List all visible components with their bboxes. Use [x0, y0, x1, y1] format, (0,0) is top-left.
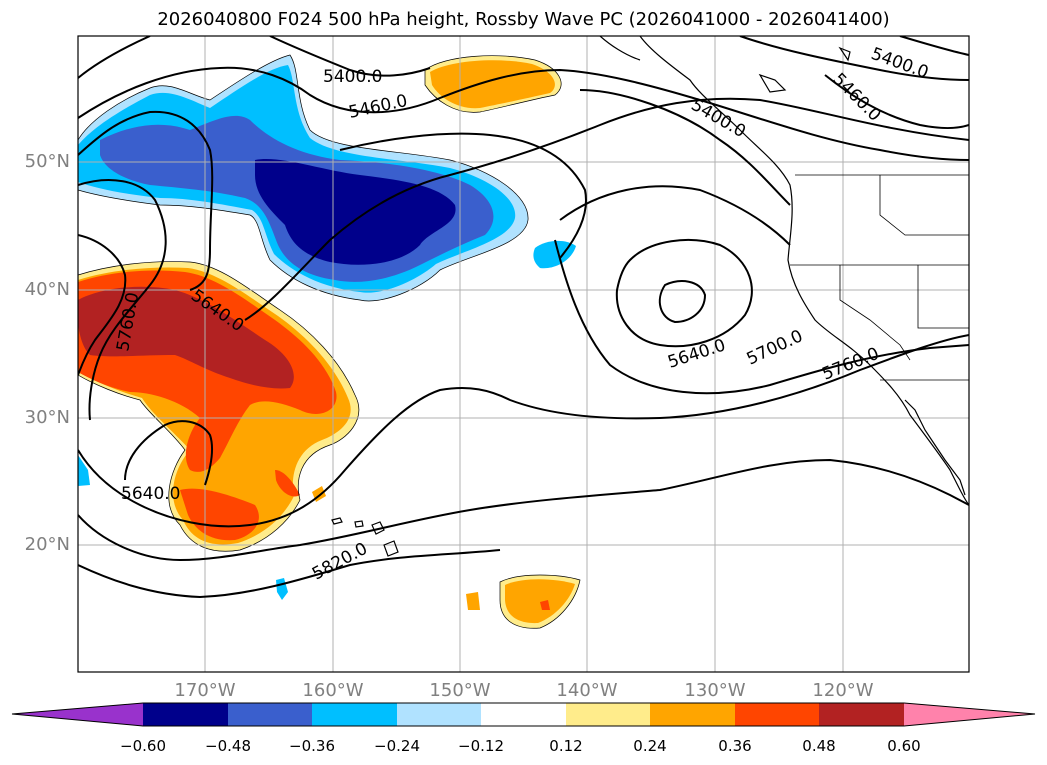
- lon-label: 130°W: [684, 680, 746, 701]
- lat-label: 50°N: [24, 151, 70, 172]
- lat-label: 20°N: [24, 534, 70, 555]
- colorbar-bin: [566, 703, 651, 726]
- colorbar-tick-label: 0.48: [802, 737, 836, 755]
- lat-label: 30°N: [24, 407, 70, 428]
- colorbar-bin: [228, 703, 313, 726]
- colorbar-bin: [819, 703, 904, 726]
- lon-label: 120°W: [812, 680, 874, 701]
- political-borders: [790, 174, 969, 381]
- lat-label: 40°N: [24, 279, 70, 300]
- colorbar-tick-label: 0.60: [887, 737, 921, 755]
- lon-label: 140°W: [556, 680, 618, 701]
- plot-frame: [77, 35, 970, 673]
- lon-label: 150°W: [429, 680, 491, 701]
- anomaly-outlines: [78, 54, 581, 629]
- negative-anomaly-region: [78, 55, 576, 600]
- graticule: [78, 36, 969, 672]
- plot-area: [78, 36, 969, 672]
- colorbar-bin: [143, 703, 228, 726]
- colorbar-bin: [650, 703, 735, 726]
- colorbar-bin: [397, 703, 482, 726]
- colorbar-bin: [312, 703, 397, 726]
- colorbar-tick-label: −0.36: [289, 737, 335, 755]
- colorbar-tick-label: 0.12: [549, 737, 583, 755]
- colorbar-tick-label: −0.12: [458, 737, 504, 755]
- colorbar-bin: [735, 703, 820, 726]
- colorbar-extend-high: [904, 703, 1035, 726]
- map-title: 2026040800 F024 500 hPa height, Rossby W…: [157, 9, 890, 30]
- colorbar: [11, 702, 1036, 727]
- colorbar-tick-label: −0.48: [205, 737, 251, 755]
- colorbar-extend-low: [12, 703, 143, 726]
- colorbar-tick-label: −0.60: [120, 737, 166, 755]
- colorbar-bin: [481, 703, 566, 726]
- lon-label: 160°W: [302, 680, 364, 701]
- hawaii-islands: [331, 517, 399, 557]
- colorbar-tick-label: 0.24: [633, 737, 667, 755]
- colorbar-tick-label: 0.36: [718, 737, 752, 755]
- colorbar-tick-label: −0.24: [374, 737, 420, 755]
- positive-anomaly-region: [78, 55, 580, 629]
- height-contours: [78, 36, 969, 599]
- lon-label: 170°W: [174, 680, 236, 701]
